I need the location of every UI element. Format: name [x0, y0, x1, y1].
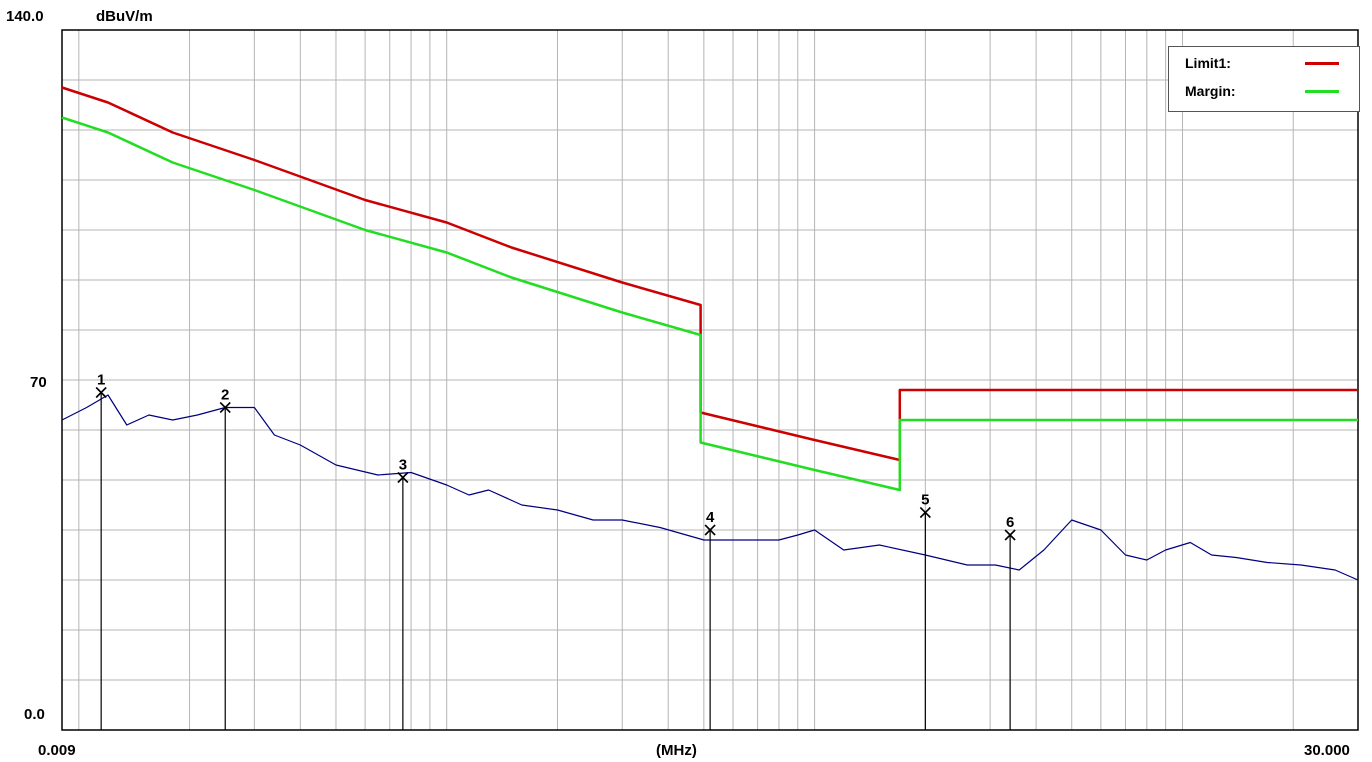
marker-1-label: 1	[97, 372, 105, 389]
legend-swatch-margin	[1305, 90, 1339, 93]
marker-2-cross	[219, 401, 231, 414]
marker-5-label: 5	[921, 492, 929, 509]
y-max-label: 140.0	[6, 8, 44, 25]
margin-line	[61, 116, 1358, 492]
marker-1-cross	[95, 386, 107, 399]
unit-label: dBuV/m	[96, 8, 153, 25]
legend-label-limit1: Limit1:	[1185, 55, 1231, 71]
marker-2-label: 2	[221, 387, 229, 404]
x-axis-label: (MHz)	[656, 742, 697, 759]
marker-6-label: 6	[1006, 514, 1014, 531]
marker-3-label: 3	[399, 457, 407, 474]
y-mid-label: 70	[30, 374, 47, 391]
marker-4-cross	[704, 524, 716, 536]
marker-4-label: 4	[706, 509, 715, 526]
marker-6-cross	[1004, 529, 1016, 541]
x-start-label: 0.009	[38, 742, 76, 759]
legend: Limit1: Margin:	[1168, 46, 1360, 112]
x-end-label: 30.000	[1304, 742, 1350, 759]
marker-3-cross	[397, 471, 409, 484]
legend-label-margin: Margin:	[1185, 83, 1236, 99]
marker-5-cross	[919, 506, 931, 519]
y-min-label: 0.0	[24, 706, 45, 723]
limit1-line	[61, 86, 1358, 462]
measurement-trace	[61, 394, 1359, 581]
legend-swatch-limit1	[1305, 62, 1339, 65]
